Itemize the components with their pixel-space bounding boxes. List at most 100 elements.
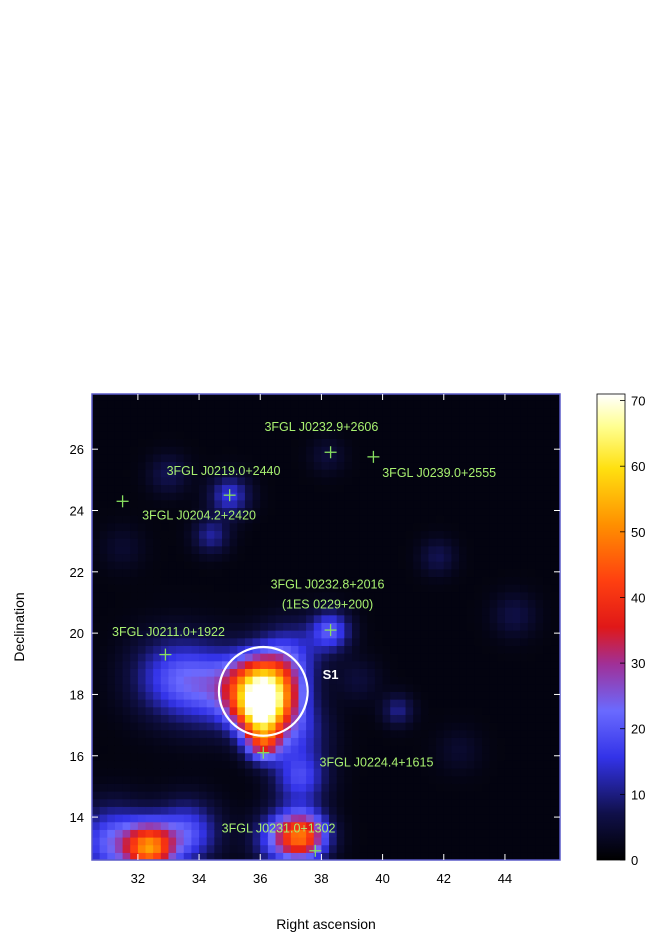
heatmap-cell (382, 837, 391, 846)
heatmap-cell (306, 676, 315, 685)
heatmap-cell (474, 829, 483, 838)
heatmap-cell (420, 691, 430, 700)
heatmap-cell (313, 775, 323, 784)
heatmap-cell (527, 400, 537, 409)
heatmap-cell (252, 492, 261, 501)
heatmap-cell (374, 461, 384, 470)
heatmap-cell (275, 568, 284, 578)
heatmap-cell (260, 645, 269, 654)
heatmap-cell (382, 614, 391, 623)
heatmap-cell (352, 706, 361, 715)
heatmap-cell (459, 507, 468, 516)
heatmap-cell (504, 469, 514, 478)
heatmap-cell (352, 814, 361, 823)
heatmap-cell (535, 394, 544, 401)
heatmap-cell (260, 530, 269, 539)
heatmap-cell (229, 722, 238, 731)
heatmap-cell (451, 706, 460, 715)
heatmap-cell (397, 821, 407, 830)
heatmap-cell (374, 584, 384, 593)
heatmap-cell (160, 553, 170, 562)
heatmap-cell (199, 614, 208, 623)
heatmap-cell (229, 530, 238, 539)
heatmap-cell (344, 469, 353, 478)
heatmap-cell (497, 798, 506, 807)
heatmap-cell (214, 722, 223, 731)
heatmap-cell (168, 530, 177, 539)
heatmap-cell (367, 394, 376, 401)
heatmap-cell (535, 814, 544, 823)
heatmap-cell (122, 545, 131, 555)
heatmap-cell (459, 837, 468, 846)
heatmap-cell (420, 745, 430, 754)
heatmap-cell (451, 660, 460, 669)
heatmap-cell (374, 423, 384, 432)
heatmap-cell (122, 461, 131, 470)
heatmap-cell (405, 653, 414, 662)
heatmap-cell (359, 407, 368, 417)
heatmap-cell (137, 791, 147, 800)
heatmap-cell (183, 576, 193, 585)
heatmap-cell (382, 584, 391, 593)
heatmap-cell (244, 806, 254, 815)
heatmap-cell (222, 852, 231, 860)
heatmap-cell (344, 660, 353, 669)
colorbar-tick-label: 40 (631, 590, 645, 605)
heatmap-cell (329, 407, 338, 417)
heatmap-cell (420, 407, 430, 417)
heatmap-cell (114, 423, 124, 432)
heatmap-cell (558, 507, 560, 516)
heatmap-cell (298, 722, 307, 731)
heatmap-cell (298, 415, 307, 424)
heatmap-cell (512, 699, 521, 708)
heatmap-cell (92, 798, 101, 807)
heatmap-cell (397, 430, 407, 440)
heatmap-cell (206, 837, 215, 846)
heatmap-cell (474, 791, 483, 800)
heatmap-cell (137, 844, 147, 853)
heatmap-cell (512, 714, 521, 723)
heatmap-cell (99, 722, 108, 731)
heatmap-cell (199, 545, 208, 555)
heatmap-cell (206, 476, 215, 486)
heatmap-cell (352, 499, 361, 509)
heatmap-cell (176, 737, 185, 746)
heatmap-cell (290, 584, 300, 593)
heatmap-cell (474, 576, 483, 585)
heatmap-cell (107, 745, 116, 754)
heatmap-cell (512, 729, 521, 738)
heatmap-cell (92, 476, 101, 486)
heatmap-cell (153, 814, 162, 823)
heatmap-cell (504, 522, 514, 532)
heatmap-cell (405, 561, 414, 570)
heatmap-cell (489, 614, 498, 623)
heatmap-cell (122, 745, 131, 754)
heatmap-cell (290, 699, 300, 708)
heatmap-cell (535, 530, 544, 539)
heatmap-cell (229, 599, 238, 608)
heatmap-cell (99, 760, 108, 769)
heatmap-cell (520, 446, 529, 455)
heatmap-cell (168, 545, 177, 555)
heatmap-cell (405, 492, 414, 501)
heatmap-cell (145, 407, 154, 417)
heatmap-cell (558, 722, 560, 731)
heatmap-cell (466, 806, 475, 815)
heatmap-cell (130, 821, 139, 830)
heatmap-cell (290, 469, 300, 478)
heatmap-cell (214, 476, 223, 486)
heatmap-cell (244, 706, 254, 715)
heatmap-cell (145, 752, 154, 761)
heatmap-cell (92, 645, 101, 654)
heatmap-cell (283, 844, 292, 853)
colorbar-tick-label: 50 (631, 525, 645, 540)
heatmap-cell (413, 752, 422, 761)
heatmap-cell (153, 844, 162, 853)
heatmap-cell (160, 446, 170, 455)
heatmap-cell (352, 775, 361, 784)
heatmap-cell (329, 469, 338, 478)
heatmap-cell (321, 469, 330, 478)
heatmap-cell (474, 760, 483, 769)
heatmap-cell (298, 614, 307, 623)
heatmap-cell (237, 798, 246, 807)
